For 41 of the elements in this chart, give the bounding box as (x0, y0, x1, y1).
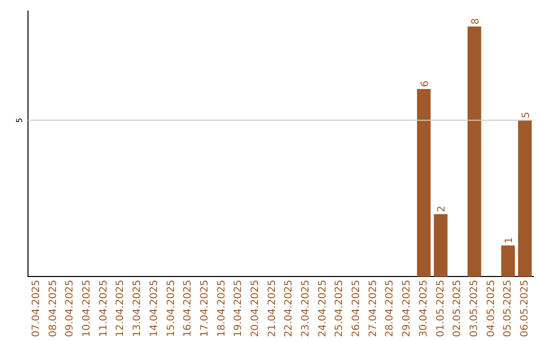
data-label: 1 (504, 237, 516, 244)
bar (434, 214, 448, 277)
x-tick-label: 12.04.2025 (115, 280, 126, 338)
x-tick-label: 25.04.2025 (334, 280, 346, 338)
x-tick-label: 04.05.2025 (486, 280, 497, 338)
x-tick-label: 01.05.2025 (435, 280, 446, 338)
x-tick-label: 23.04.2025 (300, 280, 312, 338)
data-label: 6 (420, 80, 431, 88)
x-tick-label: 15.04.2025 (166, 280, 177, 338)
x-tick-label: 27.04.2025 (368, 280, 379, 338)
x-tick-label: 19.04.2025 (233, 280, 244, 338)
x-tick-label: 05.05.2025 (502, 280, 514, 338)
x-tick-label: 28.04.2025 (384, 280, 396, 338)
data-label: 2 (436, 206, 448, 212)
data-label: 5 (520, 112, 532, 118)
x-tick-label: 30.04.2025 (418, 280, 430, 338)
x-tick-label: 02.05.2025 (452, 280, 464, 338)
x-tick-label: 26.04.2025 (351, 280, 362, 338)
bar (468, 26, 482, 277)
x-tick-label: 07.04.2025 (31, 280, 42, 338)
bar (518, 120, 532, 277)
x-tick-label: 14.04.2025 (148, 280, 160, 338)
x-tick-label: 21.04.2025 (266, 280, 278, 338)
x-tick-label: 06.05.2025 (519, 280, 530, 338)
x-tick-label: 09.04.2025 (64, 280, 76, 338)
x-tick-label: 11.04.2025 (98, 280, 110, 338)
data-label: 8 (470, 18, 482, 24)
x-tick-label: 18.04.2025 (216, 280, 228, 338)
x-tick-label: 03.05.2025 (468, 280, 480, 338)
bar (417, 89, 431, 277)
ref-line-label: 5 (15, 118, 24, 123)
x-tick-label: 20.04.2025 (250, 280, 261, 338)
x-tick-label: 16.04.2025 (182, 280, 194, 338)
bar (501, 245, 515, 277)
x-tick-label: 13.04.2025 (132, 280, 144, 338)
x-tick-label: 22.04.2025 (284, 280, 295, 338)
x-tick-label: 29.04.2025 (402, 280, 413, 338)
x-tick-label: 17.04.2025 (199, 280, 210, 338)
x-tick-label: 24.04.2025 (317, 280, 328, 338)
x-tick-label: 10.04.2025 (82, 280, 93, 338)
x-tick-label: 08.04.2025 (48, 280, 59, 338)
